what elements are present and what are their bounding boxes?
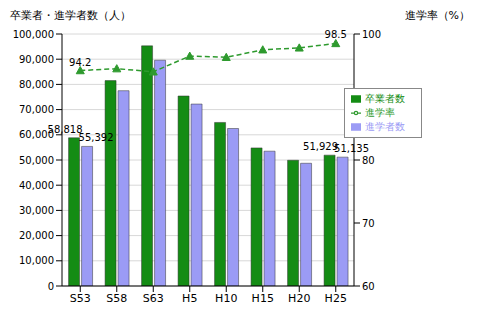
svg-text:H25: H25: [325, 292, 347, 305]
svg-text:S58: S58: [106, 292, 127, 305]
svg-text:100,000: 100,000: [13, 29, 54, 40]
svg-text:94.2: 94.2: [69, 57, 91, 68]
svg-text:10,000: 10,000: [19, 255, 54, 266]
svg-text:H10: H10: [215, 292, 237, 305]
svg-text:S63: S63: [143, 292, 164, 305]
svg-text:S53: S53: [70, 292, 91, 305]
svg-text:H15: H15: [252, 292, 274, 305]
svg-text:20,000: 20,000: [19, 230, 54, 241]
svg-text:H5: H5: [182, 292, 197, 305]
svg-text:100: 100: [362, 29, 381, 40]
svg-text:0: 0: [48, 281, 54, 292]
svg-text:98.5: 98.5: [325, 29, 347, 40]
svg-text:60: 60: [362, 281, 375, 292]
svg-text:90,000: 90,000: [19, 54, 54, 65]
svg-text:50,000: 50,000: [19, 155, 54, 166]
svg-text:30,000: 30,000: [19, 205, 54, 216]
svg-text:70: 70: [362, 218, 375, 229]
svg-text:90: 90: [362, 92, 375, 103]
svg-text:80: 80: [362, 155, 375, 166]
svg-text:40,000: 40,000: [19, 180, 54, 191]
svg-text:51,929: 51,929: [303, 141, 338, 152]
svg-text:H20: H20: [288, 292, 310, 305]
svg-text:70,000: 70,000: [19, 104, 54, 115]
svg-text:55,392: 55,392: [79, 132, 114, 143]
svg-text:58,818: 58,818: [48, 124, 83, 135]
svg-text:51,135: 51,135: [334, 143, 369, 154]
svg-text:80,000: 80,000: [19, 79, 54, 90]
